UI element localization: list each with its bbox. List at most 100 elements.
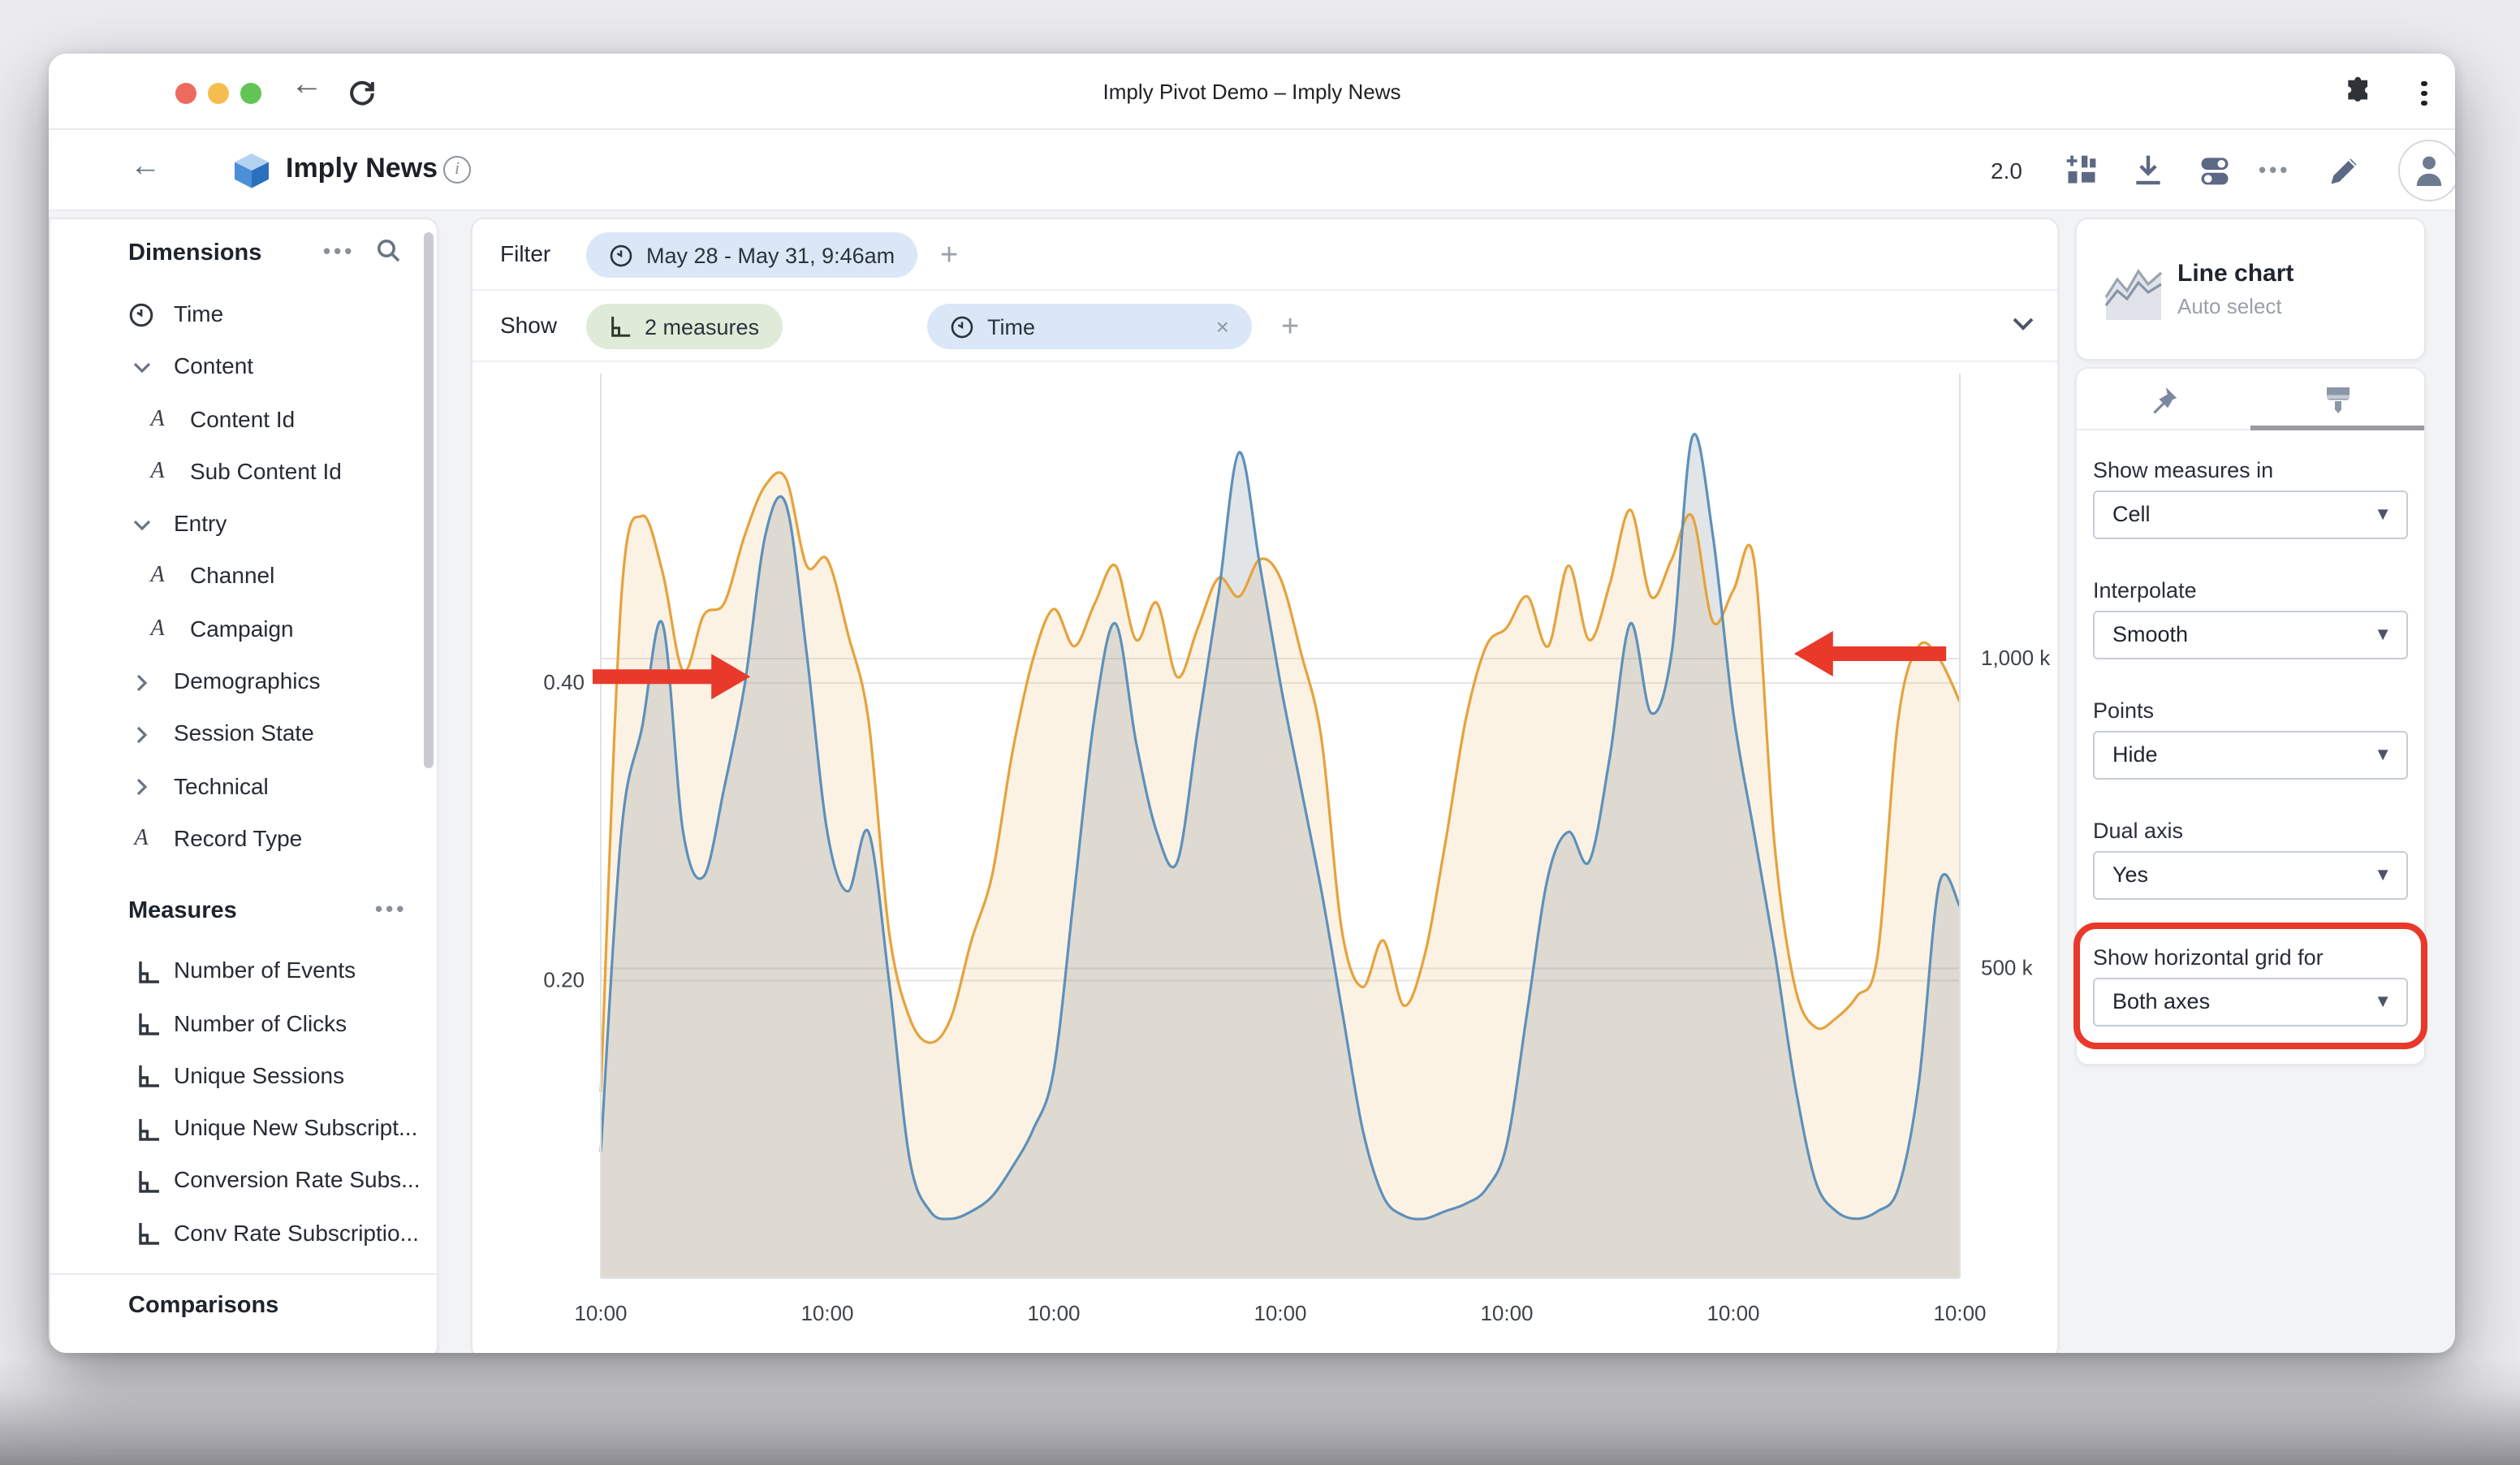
measure-icon — [132, 1220, 164, 1249]
svg-text:0.20: 0.20 — [543, 968, 585, 992]
remove-time-icon[interactable]: × — [1215, 313, 1229, 339]
close-window-button[interactable] — [175, 83, 196, 104]
toggles-icon[interactable] — [2197, 153, 2233, 188]
datacube-icon — [235, 153, 269, 188]
show-measures-in-select[interactable]: Cell ▼ — [2093, 490, 2408, 539]
measure-icon — [132, 1167, 164, 1196]
red-highlight-annotation — [2073, 923, 2427, 1049]
sidebar-item-number-of-events[interactable]: Number of Events — [50, 946, 437, 999]
comparisons-header[interactable]: Comparisons — [50, 1290, 437, 1329]
tab-pinned[interactable] — [2077, 369, 2250, 430]
show-horizontal-grid-label: Show horizontal grid for — [2093, 945, 2324, 970]
sidebar-item-demographics[interactable]: Demographics — [50, 656, 437, 709]
browser-toolbar: ← Imply Pivot Demo – Imply News — [49, 54, 2455, 130]
sidebar-item-content-id[interactable]: A Content Id — [50, 394, 437, 447]
download-icon[interactable] — [2130, 153, 2166, 188]
svg-text:10:00: 10:00 — [800, 1301, 853, 1325]
desktop-background — [0, 1358, 2520, 1465]
sidebar-item-record-type[interactable]: A Record Type — [50, 814, 437, 866]
sidebar-item-entry[interactable]: Entry — [50, 499, 437, 551]
sidebar-item-campaign[interactable]: A Campaign — [50, 604, 437, 657]
sidebar-scrollbar[interactable] — [424, 232, 434, 768]
sidebar-item-number-of-clicks[interactable]: Number of Clicks — [50, 998, 437, 1051]
measure-label: Number of Clicks — [174, 1009, 347, 1036]
sidebar-item-conversion-rate-subs[interactable]: Conversion Rate Subs... — [50, 1156, 437, 1208]
measures-more-icon[interactable]: ••• — [375, 897, 408, 922]
sidebar-item-unique-new-subscriptions[interactable]: Unique New Subscript... — [50, 1103, 437, 1156]
add-show-button[interactable]: + — [1281, 310, 1300, 344]
dimensions-list: Time Content A Content Id A Sub Content … — [50, 289, 437, 866]
dimensions-more-icon[interactable]: ••• — [323, 239, 356, 263]
pin-icon — [2153, 386, 2177, 413]
clock-icon — [125, 300, 158, 330]
select-value: Smooth — [2112, 622, 2189, 646]
tab-style[interactable] — [2250, 369, 2424, 430]
measure-icon — [132, 1009, 164, 1039]
sidebar-item-time[interactable]: Time — [50, 289, 437, 342]
add-filter-button[interactable]: + — [940, 239, 959, 273]
chart-type-card[interactable]: Line chart Auto select — [2075, 218, 2426, 361]
info-icon[interactable]: i — [443, 156, 471, 184]
show-horizontal-grid-select[interactable]: Both axes ▼ — [2093, 978, 2408, 1026]
select-value: Cell — [2112, 502, 2151, 526]
sidebar-item-channel[interactable]: A Channel — [50, 551, 437, 604]
sidebar-item-content[interactable]: Content — [50, 342, 437, 395]
collapse-chevron-down-icon[interactable] — [2012, 317, 2035, 331]
show-label: Show — [500, 312, 558, 338]
line-chart[interactable]: 0.40 0.20 1,000 k 500 k 10:00 10:00 10:00 10:00… — [472, 362, 2057, 1353]
sidebar-item-sub-content-id[interactable]: A Sub Content Id — [50, 447, 437, 499]
measure-icon — [132, 957, 164, 987]
dropdown-caret-icon: ▼ — [2374, 505, 2392, 525]
sidebar-item-session-state[interactable]: Session State — [50, 709, 437, 762]
dual-axis-select[interactable]: Yes ▼ — [2093, 851, 2408, 900]
zoom-window-button[interactable] — [240, 83, 261, 104]
letter-a-icon: A — [150, 407, 165, 432]
svg-text:10:00: 10:00 — [574, 1301, 627, 1325]
show-time-pill[interactable]: Time × — [927, 304, 1252, 349]
letter-a-icon: A — [150, 616, 165, 642]
sidebar-divider — [50, 1273, 437, 1276]
dimension-label: Record Type — [174, 824, 303, 851]
dimensions-title: Dimensions — [128, 240, 262, 266]
sidebar: Dimensions ••• Time Content — [49, 218, 438, 1353]
points-label: Points — [2093, 698, 2155, 723]
dropdown-caret-icon: ▼ — [2374, 866, 2392, 885]
letter-a-icon: A — [150, 564, 165, 589]
app-back-icon[interactable]: ← — [130, 149, 161, 184]
select-value: Hide — [2112, 742, 2158, 767]
show-measures-in-label: Show measures in — [2093, 458, 2274, 482]
interpolate-select[interactable]: Smooth ▼ — [2093, 611, 2408, 659]
extension-puzzle-icon[interactable] — [2343, 76, 2374, 107]
show-measures-label: 2 measures — [645, 314, 760, 339]
line-chart-thumb-icon — [2104, 269, 2163, 320]
browser-menu-icon[interactable] — [2416, 76, 2432, 112]
dimension-label: Channel — [190, 562, 275, 589]
show-measures-pill[interactable]: 2 measures — [586, 304, 783, 349]
search-icon[interactable] — [375, 237, 403, 265]
browser-back-icon[interactable]: ← — [291, 67, 323, 102]
sidebar-item-unique-sessions[interactable]: Unique Sessions — [50, 1051, 437, 1104]
filter-time-pill[interactable]: May 28 - May 31, 9:46am — [586, 232, 918, 278]
measure-label: Conversion Rate Subs... — [174, 1166, 421, 1193]
dropdown-caret-icon: ▼ — [2374, 745, 2392, 765]
page-title: Imply News — [286, 153, 438, 184]
browser-reload-icon[interactable] — [344, 75, 380, 110]
sidebar-item-conv-rate-subscription[interactable]: Conv Rate Subscriptio... — [50, 1208, 437, 1261]
browser-tab-title: Imply Pivot Demo – Imply News — [1102, 80, 1401, 104]
sidebar-item-technical[interactable]: Technical — [50, 761, 437, 814]
grid-add-icon[interactable] — [2064, 153, 2099, 188]
measure-icon — [132, 1114, 164, 1143]
show-time-label: Time — [987, 314, 1035, 339]
svg-text:10:00: 10:00 — [1707, 1301, 1759, 1325]
main-panel: Filter May 28 - May 31, 9:46am + Show 2 … — [471, 218, 2059, 1353]
user-avatar[interactable] — [2398, 140, 2455, 201]
more-actions-icon[interactable]: ••• — [2259, 158, 2291, 182]
dimension-label: Entry — [174, 510, 227, 537]
active-tab-underline — [2250, 426, 2424, 430]
points-select[interactable]: Hide ▼ — [2093, 731, 2408, 780]
minimize-window-button[interactable] — [208, 83, 229, 104]
browser-window: ← Imply Pivot Demo – Imply News ← Imply … — [49, 54, 2455, 1353]
pencil-edit-icon[interactable] — [2327, 153, 2362, 188]
filter-label: Filter — [500, 240, 551, 266]
